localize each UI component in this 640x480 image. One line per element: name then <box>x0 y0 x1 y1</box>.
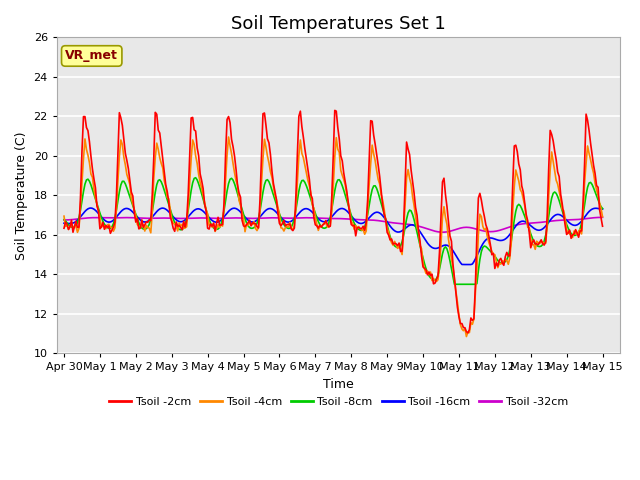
Legend: Tsoil -2cm, Tsoil -4cm, Tsoil -8cm, Tsoil -16cm, Tsoil -32cm: Tsoil -2cm, Tsoil -4cm, Tsoil -8cm, Tsoi… <box>105 392 573 411</box>
X-axis label: Time: Time <box>323 378 354 391</box>
Text: VR_met: VR_met <box>65 49 118 62</box>
Y-axis label: Soil Temperature (C): Soil Temperature (C) <box>15 131 28 260</box>
Title: Soil Temperatures Set 1: Soil Temperatures Set 1 <box>231 15 446 33</box>
